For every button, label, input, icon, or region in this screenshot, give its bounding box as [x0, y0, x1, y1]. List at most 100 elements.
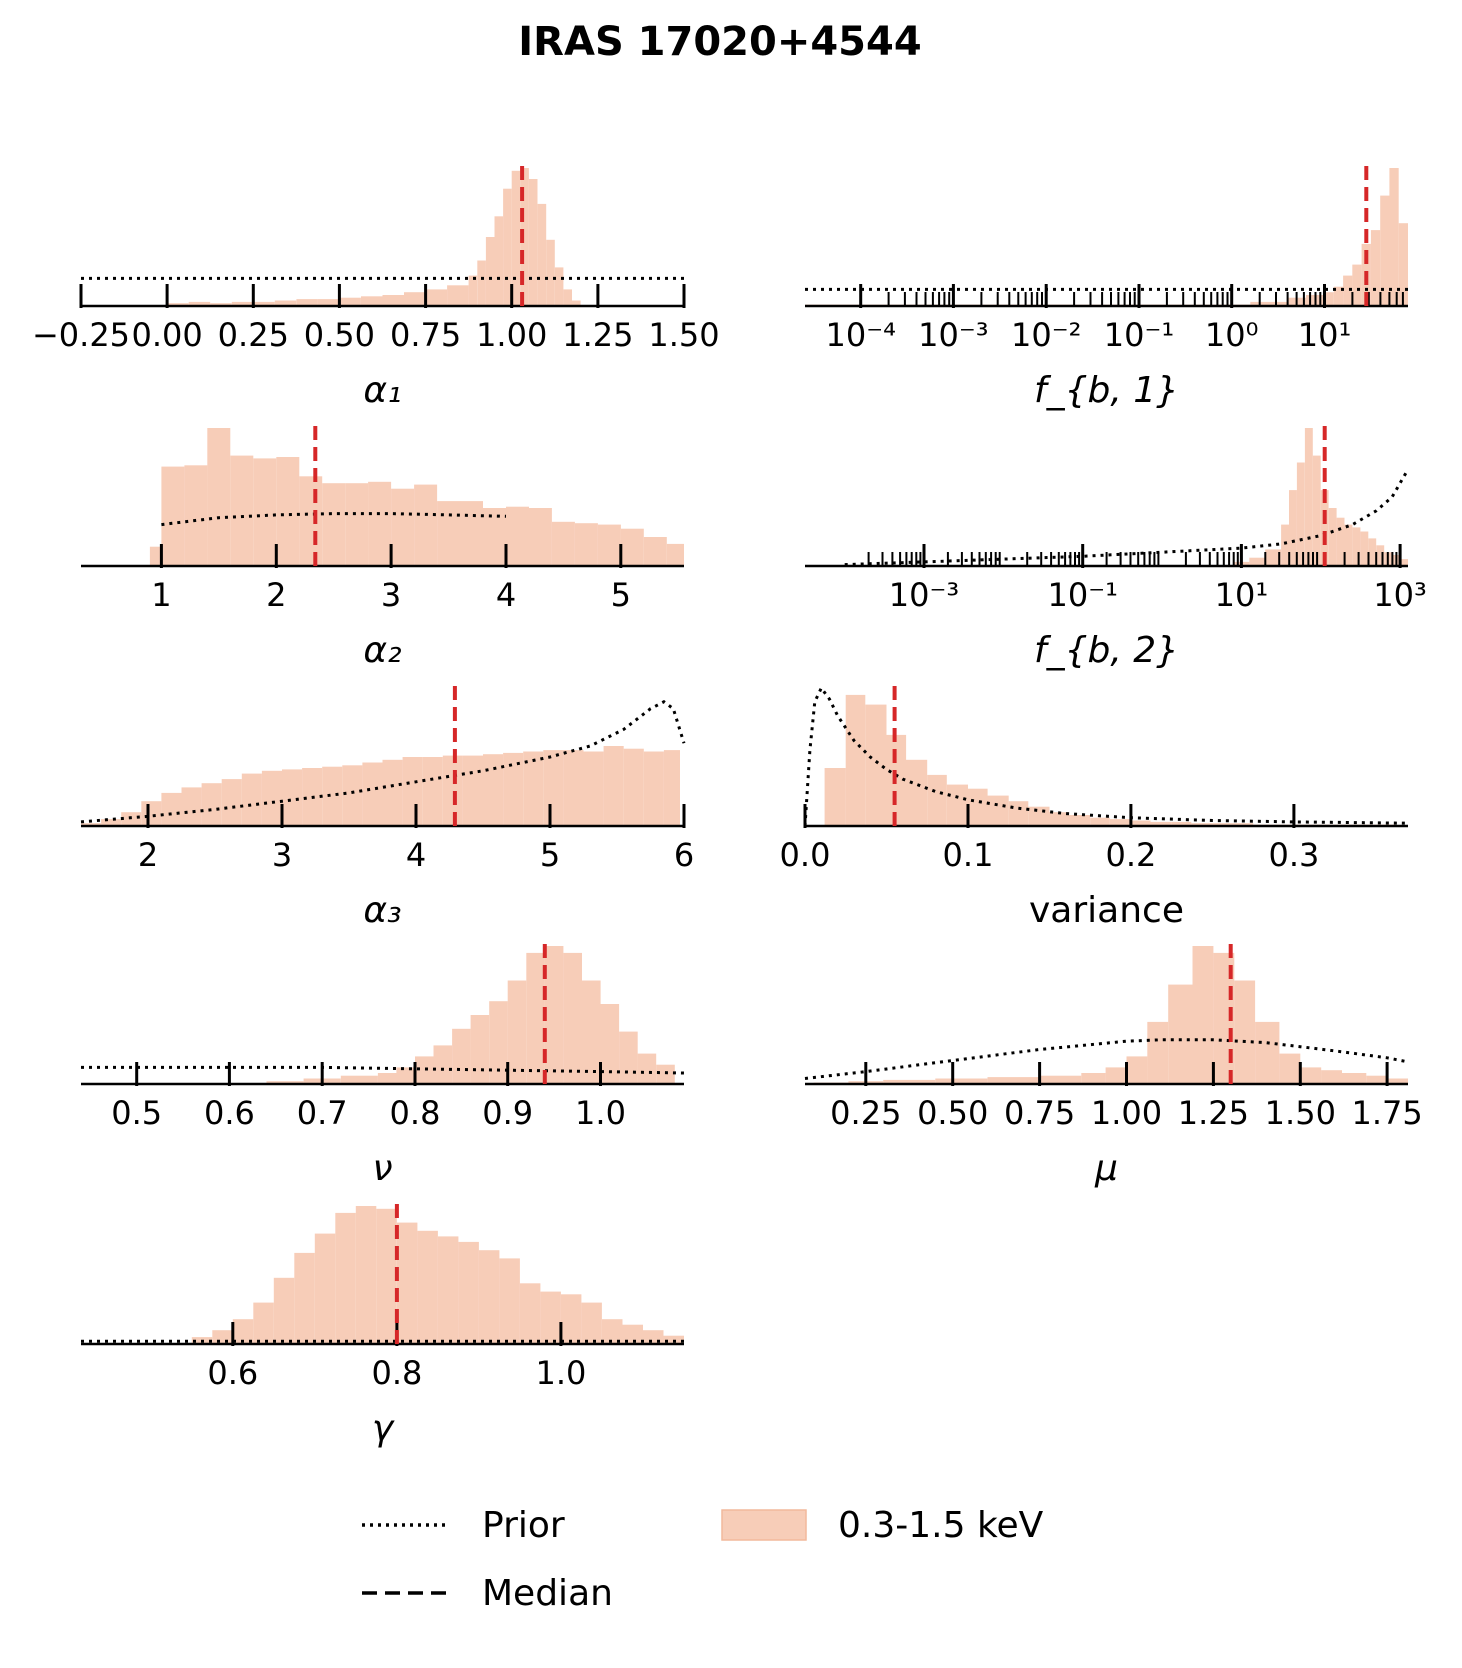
axis-label: α₃ [363, 890, 401, 931]
x-tick-label: 10⁻² [1011, 316, 1081, 354]
hist-bar [458, 1241, 479, 1344]
hist-bar [1192, 946, 1214, 1084]
panel-mu: 0.25 0.50 0.75 1.00 1.25 1.50 1.75 μ [804, 944, 1423, 1189]
hist-bar [149, 546, 162, 566]
hist-bar [442, 755, 463, 826]
hist-bar [1344, 524, 1353, 566]
hist-bar [437, 1236, 459, 1344]
x-tick-label: −0.25 [32, 316, 130, 354]
hist-bar [167, 303, 189, 306]
x-tick-label: 0.1 [943, 836, 994, 874]
hist-bar [101, 819, 122, 826]
hist-bar [643, 537, 667, 566]
prior-curve [80, 700, 686, 824]
hist-bar [188, 301, 211, 306]
hist-bar [563, 289, 572, 306]
panel-gamma: 0.6 0.8 1.0 γ [81, 1204, 684, 1449]
hist-bar [452, 1028, 471, 1084]
hist-bar [181, 787, 202, 826]
hist-bar [253, 1302, 274, 1344]
x-tick-label: 1.00 [476, 316, 547, 354]
hist-bar [572, 300, 581, 306]
hist-bar [987, 795, 1009, 826]
hist-bar [1312, 455, 1321, 566]
hist-bar [1171, 821, 1192, 826]
hist-bar [462, 755, 483, 826]
hist-bar [345, 483, 369, 566]
hist-bar [425, 289, 448, 306]
x-tick-label: 4 [496, 576, 516, 614]
axis-label: α₁ [363, 370, 401, 411]
hist-bar [210, 303, 232, 306]
hist-bar [603, 746, 624, 826]
hist-bar [1049, 812, 1070, 826]
x-tick-label: 10¹ [1298, 316, 1352, 354]
x-tick-label: 0.50 [917, 1094, 988, 1132]
hist-bar [1352, 527, 1361, 566]
hist-bar [1191, 823, 1213, 826]
hist-bar [355, 1206, 377, 1344]
hist-bar [619, 1031, 638, 1084]
hist-bar [1366, 1075, 1388, 1084]
hist-bar [376, 1208, 397, 1344]
x-tick-label: 0.25 [830, 1094, 901, 1132]
x-tick-label: 0.2 [1105, 836, 1156, 874]
hist-bar [968, 788, 988, 826]
hist-bar [241, 773, 262, 826]
x-tick-label: 6 [674, 836, 694, 874]
hist-bar [1321, 1070, 1342, 1084]
hist-bar [1380, 195, 1390, 306]
hist-bar [1343, 275, 1353, 306]
legend-band-label: 0.3-1.5 keV [838, 1505, 1044, 1546]
axis-label: α₂ [363, 630, 401, 671]
hist-bar [1370, 230, 1381, 306]
hist-bar [1289, 490, 1297, 566]
hist-bar [656, 1064, 675, 1084]
hist-bar [261, 770, 282, 826]
hist-bar [1300, 1067, 1322, 1084]
hist-bar [342, 765, 363, 826]
hist-bar [1320, 490, 1329, 566]
hist-bar [433, 1045, 453, 1084]
x-tick-label: 10³ [1373, 576, 1427, 614]
hist-bar [1360, 531, 1369, 566]
hist-bar [141, 801, 162, 826]
hist-bar [503, 188, 512, 306]
hist-bar [231, 301, 254, 306]
hist-bar [377, 1073, 397, 1084]
hist-bar [1008, 801, 1029, 826]
hist-bar [460, 501, 483, 566]
hist-bar [494, 216, 504, 306]
hist-bar [1336, 517, 1345, 566]
x-tick-label: 1.25 [1178, 1094, 1249, 1132]
hist-bar [1352, 264, 1362, 306]
x-tick-label: 1.0 [535, 1354, 586, 1392]
hist-bar [523, 751, 544, 826]
panel-fb2: 10⁻³ 10⁻¹ 10¹ 10³ f_{b, 2} [805, 426, 1427, 671]
hist-bar [520, 168, 529, 306]
hist-bar [1398, 223, 1408, 306]
hist-bar [335, 1212, 356, 1344]
hist-bar [422, 757, 443, 826]
hist-bar [1328, 508, 1337, 566]
hist-bar [499, 1258, 520, 1344]
hist-bar [362, 762, 383, 826]
x-tick-label: 2 [266, 576, 286, 614]
hist-bar [417, 1230, 438, 1344]
axis-label: f_{b, 2} [1034, 630, 1179, 671]
hist-bar [232, 1319, 254, 1344]
hist-bar [906, 759, 928, 826]
hist-bar [574, 523, 598, 566]
x-tick-label: 0.6 [207, 1354, 258, 1392]
hist-bar [1234, 980, 1256, 1084]
hist-bar [582, 980, 601, 1084]
hist-bar [1130, 820, 1151, 826]
hist-bar [296, 299, 318, 306]
hist-bar [382, 295, 404, 306]
hist-bar [276, 457, 300, 566]
hist-bar [1090, 817, 1110, 826]
legend: Prior Median 0.3-1.5 keV [362, 1505, 1044, 1614]
hist-bar [1039, 1075, 1082, 1084]
hist-bar [1296, 462, 1305, 566]
